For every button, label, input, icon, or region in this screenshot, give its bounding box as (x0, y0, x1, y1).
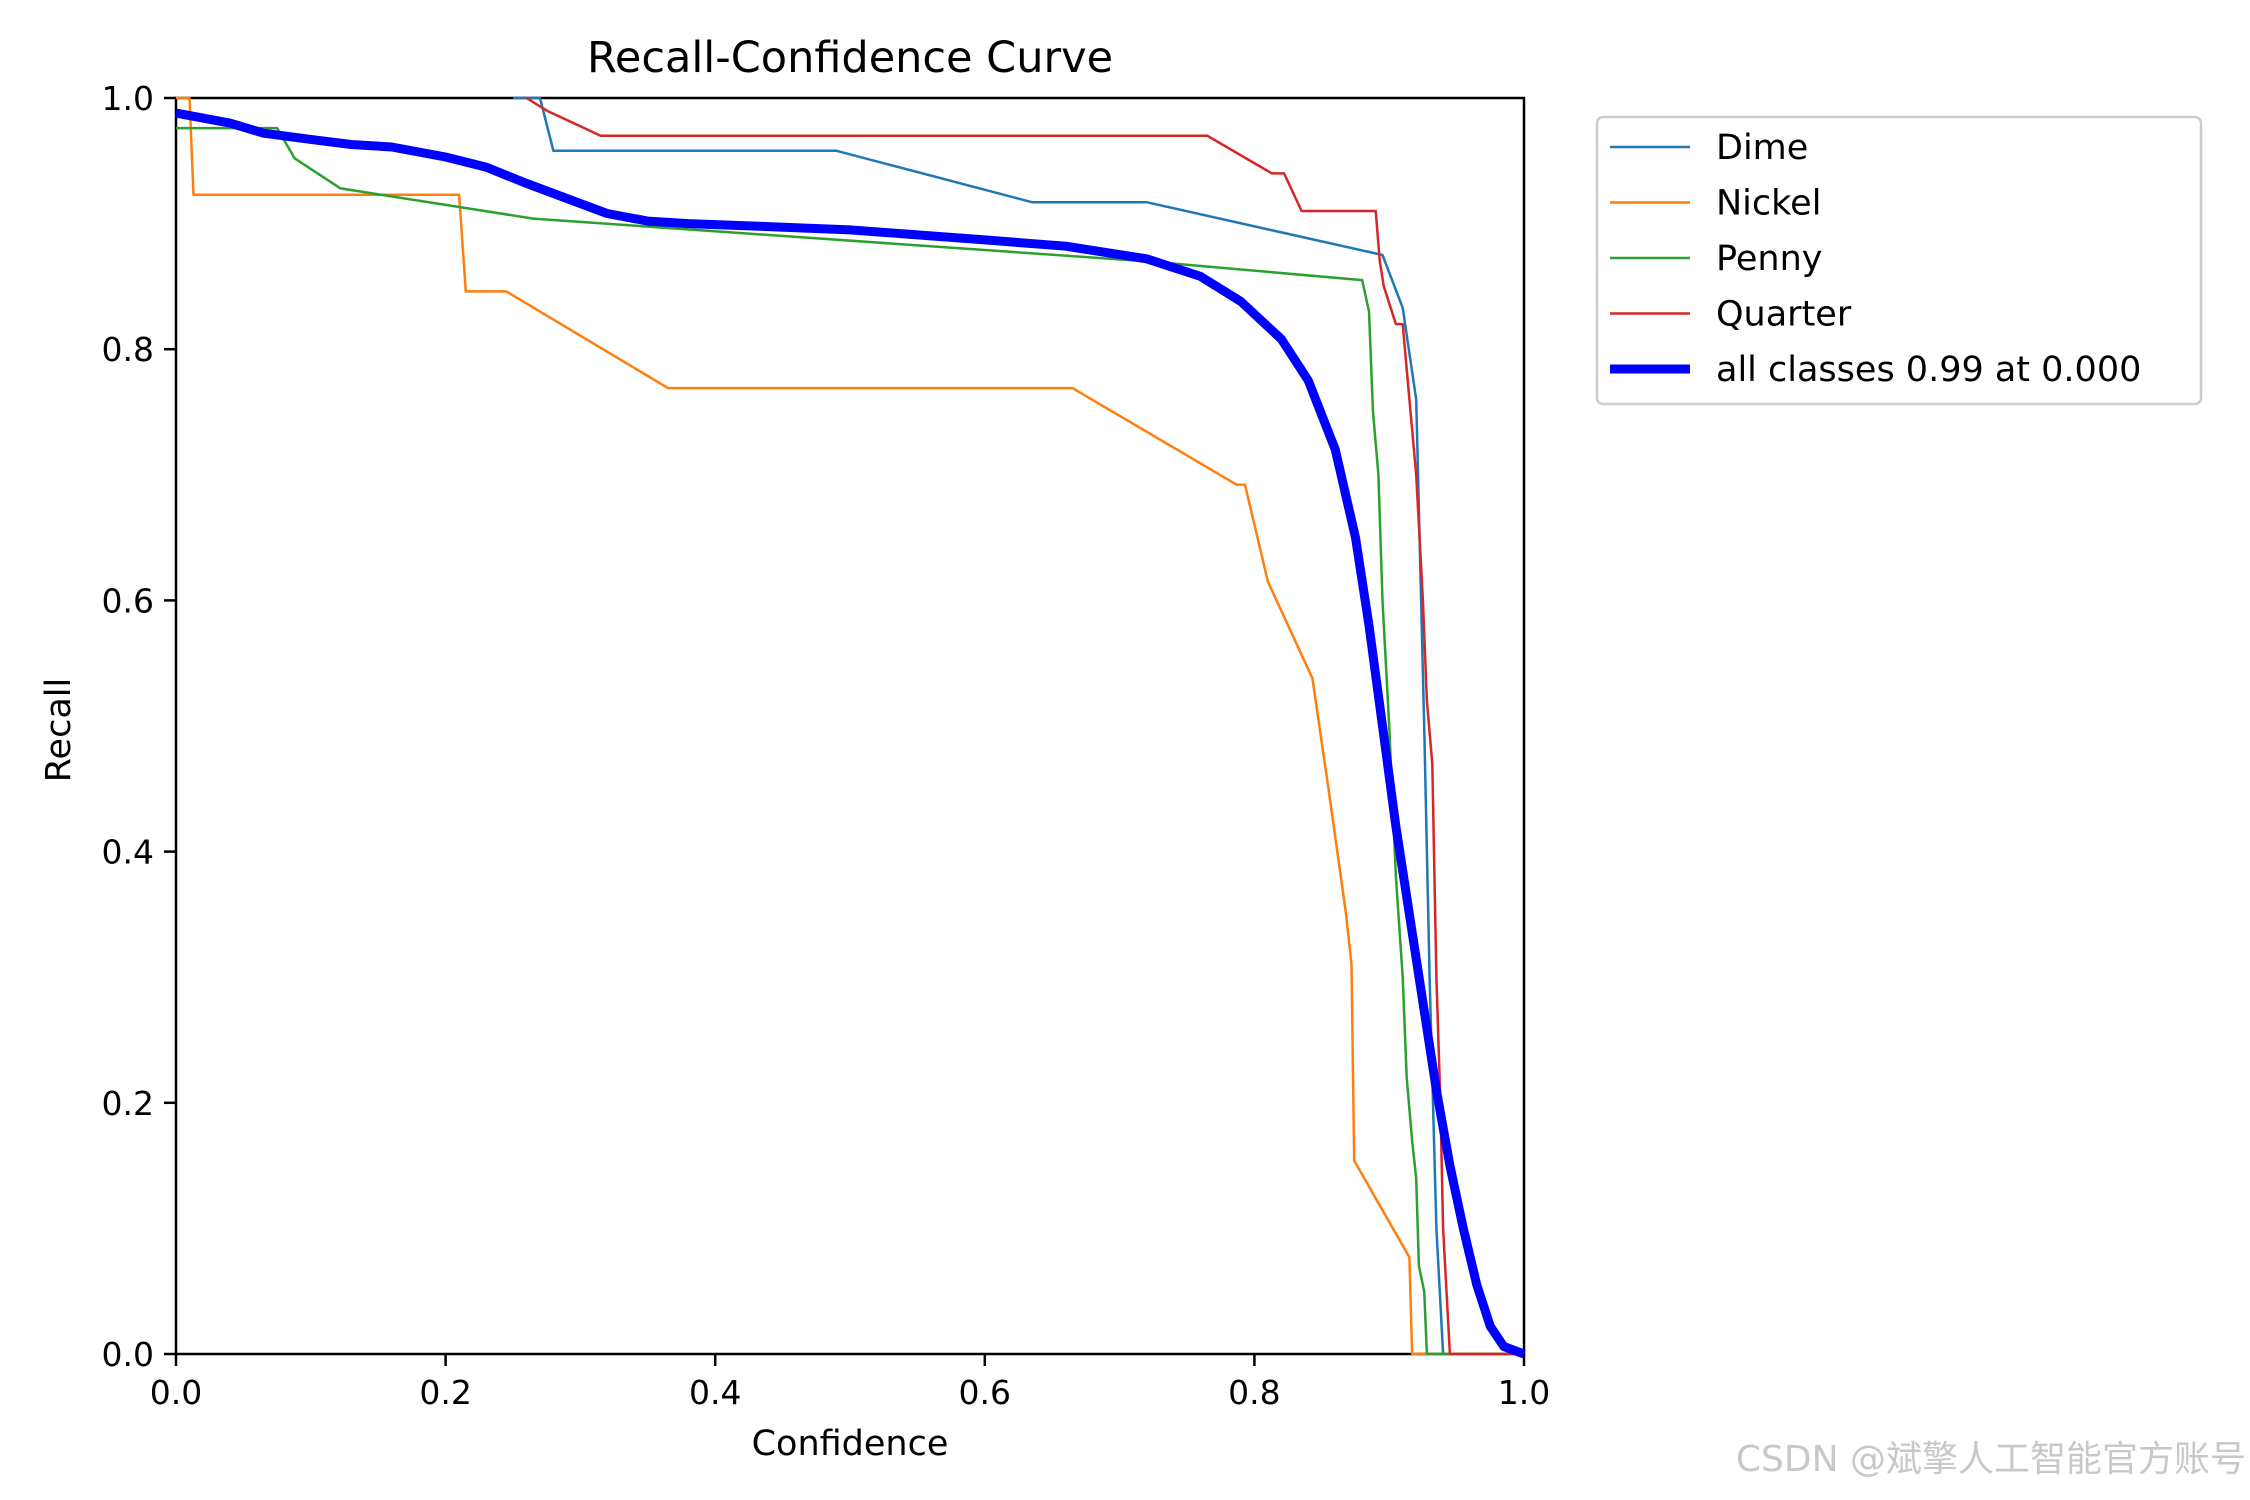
x-axis: 0.0 0.2 0.4 0.6 0.8 1.0 (150, 1354, 1550, 1412)
legend-label: Nickel (1716, 184, 1821, 224)
y-tick-label: 0.6 (102, 581, 154, 620)
y-tick-label: 1.0 (102, 79, 154, 118)
legend-label: Dime (1716, 128, 1808, 168)
legend-items: Dime Nickel Penny Quarter all classes 0.99 a… (1610, 128, 2141, 390)
plot-lines (175, 96, 1526, 1359)
series-line-2 (176, 126, 1524, 1356)
x-tick-label: 0.6 (959, 1373, 1011, 1412)
legend: Dime Nickel Penny Quarter all classes 0.99 a… (1595, 115, 2203, 406)
legend-label: Penny (1716, 239, 1822, 279)
y-tick-label: 0.4 (102, 833, 154, 872)
x-axis-label: Confidence (752, 1424, 949, 1464)
y-axis: 0.0 0.2 0.4 0.6 0.8 1.0 (102, 79, 176, 1374)
y-tick-label: 0.8 (102, 330, 154, 369)
series-line-3 (525, 96, 1524, 1356)
x-tick-label: 0.2 (419, 1373, 471, 1412)
x-tick-label: 0.0 (150, 1373, 202, 1412)
y-axis-label: Recall (39, 678, 79, 782)
series-line-1 (176, 96, 1524, 1356)
y-tick-label: 0.0 (102, 1335, 154, 1374)
y-tick-label: 0.2 (102, 1084, 154, 1123)
legend-label: all classes 0.99 at 0.000 (1716, 350, 2141, 390)
plot-frame (174, 96, 1526, 1356)
legend-label: Quarter (1716, 295, 1852, 335)
legend-box (1595, 115, 2203, 406)
watermark: CSDN @斌擎人工智能官方账号 (1735, 1439, 2246, 1480)
chart-title: Recall-Confidence Curve (587, 33, 1113, 83)
series-line-0 (513, 96, 1524, 1356)
x-tick-label: 0.8 (1228, 1373, 1280, 1412)
x-tick-label: 0.4 (689, 1373, 741, 1412)
series-line-4 (175, 108, 1526, 1359)
x-tick-label: 1.0 (1498, 1373, 1550, 1412)
